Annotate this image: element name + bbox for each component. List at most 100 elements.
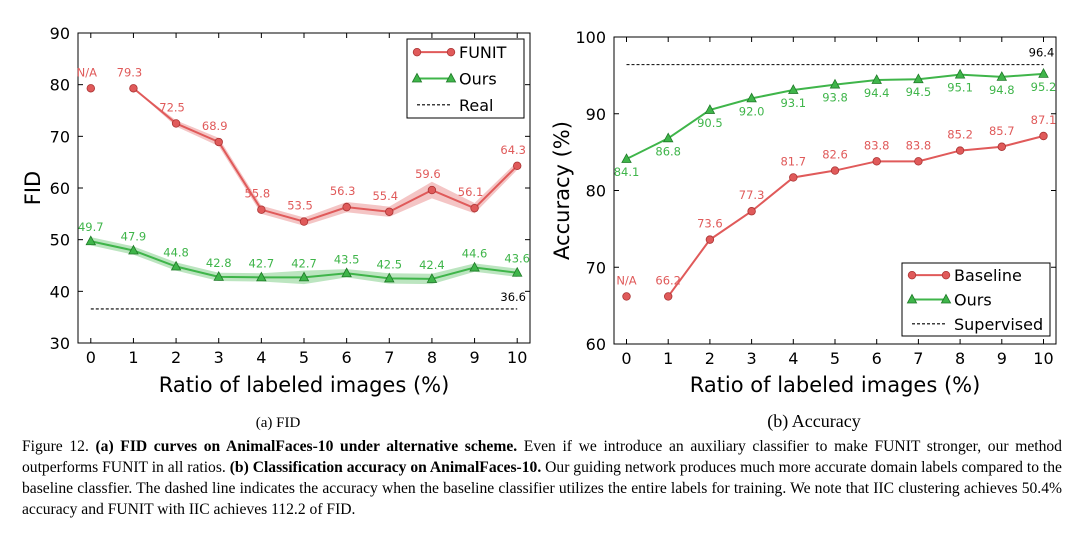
data-point [427,185,437,195]
data-point [213,271,224,281]
y-tick-label: 80 [50,76,70,95]
legend-label: Baseline [954,266,1022,285]
data-label: N/A [77,65,97,79]
x-tick-label: 0 [621,349,631,368]
data-point [341,267,352,278]
data-label: 42.5 [376,257,402,271]
caption-figure-label: Figure 12. [22,438,89,455]
data-label: 64.3 [500,143,526,157]
data-label: 94.8 [989,83,1015,97]
x-tick-label: 10 [507,348,527,367]
series-line [132,87,518,223]
x-tick-label: 8 [955,349,965,368]
data-label: 77.3 [739,188,765,202]
data-point [299,217,309,226]
data-point [511,266,523,277]
data-label: 85.2 [947,128,973,142]
legend-label: Supervised [954,315,1043,334]
data-label: 42.7 [249,256,275,270]
legend-label: Ours [459,70,497,89]
data-point [997,142,1006,151]
legend-marker [446,47,456,57]
legend-marker [445,72,457,83]
data-label: 92.0 [739,104,765,118]
y-tick-label: 90 [586,105,606,124]
legend-marker [940,293,952,304]
data-label: 43.6 [504,252,530,266]
x-tick-label: 6 [872,349,882,368]
data-label: 86.8 [655,144,681,158]
data-label: 49.7 [78,220,104,234]
data-point [704,104,716,114]
data-point [129,84,138,93]
data-point [664,292,673,301]
data-label: 42.8 [206,256,232,270]
x-tick-label: 9 [469,348,479,367]
x-axis-title: Ratio of labeled images (%) [159,373,450,397]
data-label: 42.4 [419,258,445,272]
data-point [470,203,479,213]
x-tick-label: 4 [256,348,266,367]
legend-marker [411,72,423,83]
data-label: 95.1 [947,81,973,95]
y-tick-label: 50 [50,231,70,250]
accuracy-chart: 0 1 2 3 4 5 6 7 8 9 10 60 70 80 90 100 Ratio of labeled … [550,28,1057,432]
data-label: 81.7 [780,154,806,168]
data-point [789,173,798,182]
data-point [954,68,966,79]
data-point [913,73,924,84]
figure-caption: Figure 12. (a) FID curves on AnimalFaces… [22,436,1062,520]
data-point [705,235,715,244]
legend-label: Ours [954,291,992,310]
y-tick-label: 80 [586,182,606,201]
legend-marker [941,270,951,280]
caption-part-b-text: Our guiding network produces much more a… [22,459,1062,518]
x-tick-label: 8 [427,348,437,367]
data-point [955,146,965,155]
data-label: 83.8 [864,138,890,152]
data-label: 43.5 [334,252,360,266]
data-label: 72.5 [159,100,185,114]
data-point [298,271,310,282]
legend-marker [412,47,422,57]
data-point [214,137,223,147]
data-label: 82.6 [822,148,848,162]
data-point [996,71,1008,81]
data-point [128,244,139,255]
x-tick-label: 3 [747,349,757,368]
data-point [914,157,923,166]
y-tick-label: 90 [50,24,70,43]
data-label: 94.5 [906,85,932,99]
data-point [86,84,95,93]
data-point [871,74,882,84]
data-label: 44.8 [163,246,189,260]
x-tick-label: 10 [1033,349,1053,368]
data-label: 55.4 [372,189,398,203]
y-tick-label: 30 [50,334,70,353]
data-label: 85.7 [989,124,1015,138]
data-point [384,272,395,283]
x-tick-label: 7 [384,348,394,367]
data-point [469,261,480,272]
data-point [746,92,757,103]
x-tick-label: 6 [342,348,352,367]
data-label: 79.3 [117,65,143,79]
data-label: 55.8 [245,187,271,201]
data-point [170,260,182,271]
reference-value-label: 96.4 [1029,46,1055,60]
x-tick-label: 2 [171,348,181,367]
data-point [426,273,438,283]
y-tick-label: 100 [575,28,606,47]
reference-value-label: 36.6 [500,290,526,304]
data-label: 56.3 [330,184,356,198]
x-tick-label: 1 [663,349,673,368]
x-tick-label: 7 [913,349,923,368]
legend-label: Real [459,96,494,115]
y-axis-title: Accuracy (%) [550,121,574,260]
y-tick-label: 70 [586,258,606,277]
data-label: 93.8 [822,91,848,105]
x-tick-label: 0 [86,348,96,367]
data-point [872,157,881,166]
data-label: 47.9 [121,230,147,244]
